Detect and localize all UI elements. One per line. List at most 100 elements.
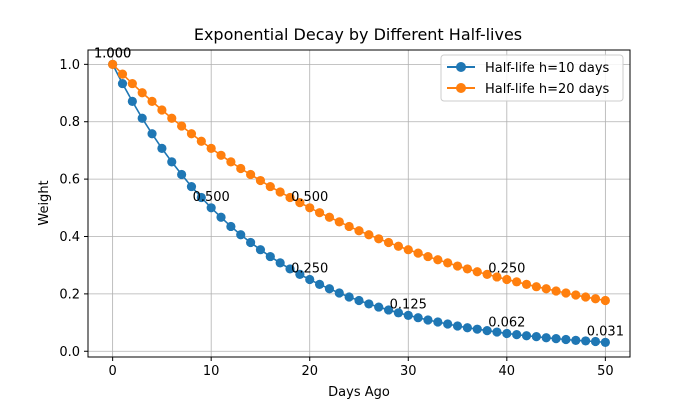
data-point [354, 295, 364, 306]
point-annotation: 0.500 [291, 190, 328, 205]
point-annotation: 0.125 [390, 297, 427, 312]
data-point [255, 175, 266, 186]
x-tick-label: 20 [301, 364, 318, 379]
data-point [561, 288, 571, 298]
data-point [265, 251, 275, 262]
data-point [216, 212, 226, 222]
data-point [413, 313, 423, 323]
data-point [246, 169, 256, 180]
data-point [147, 96, 157, 106]
data-point [502, 328, 512, 339]
data-point [226, 157, 236, 167]
data-point [581, 336, 591, 346]
data-point [561, 334, 571, 345]
data-point [393, 241, 404, 251]
data-point [206, 143, 216, 154]
legend-label-h20: Half-life h=20 days [485, 82, 610, 97]
data-point [186, 129, 197, 139]
data-point [443, 258, 453, 268]
data-point [167, 157, 177, 167]
data-point [344, 221, 354, 232]
data-point [590, 336, 601, 347]
data-point [482, 326, 492, 336]
data-point [305, 203, 315, 213]
data-point [403, 245, 413, 255]
series-1 [108, 59, 610, 306]
data-point [600, 295, 610, 306]
data-point [600, 337, 610, 347]
x-tick-label: 10 [203, 364, 220, 379]
data-point [157, 105, 167, 115]
data-point [364, 230, 374, 240]
data-point [521, 331, 532, 341]
data-point [590, 294, 601, 304]
data-point [196, 136, 206, 146]
data-point [472, 324, 482, 334]
legend: Half-life h=10 days Half-life h=20 days [440, 54, 624, 102]
y-tick-label: 0.0 [59, 345, 80, 360]
data-point [137, 113, 147, 123]
data-point [334, 288, 344, 298]
data-point [462, 264, 472, 274]
series-layer [108, 59, 610, 347]
data-point [334, 217, 344, 227]
data-point [186, 181, 197, 192]
data-point [177, 169, 187, 180]
data-point [305, 274, 315, 285]
data-point [571, 335, 581, 345]
x-tick-label: 40 [499, 364, 516, 379]
point-annotation: 0.062 [488, 315, 525, 330]
data-point [127, 78, 137, 89]
data-point [452, 261, 463, 271]
data-point [383, 237, 394, 248]
data-point [275, 187, 285, 197]
data-point [492, 272, 502, 282]
data-point [117, 78, 128, 89]
chart-title: Exponential Decay by Different Half-live… [194, 25, 522, 44]
data-point [423, 251, 433, 262]
data-point [541, 284, 551, 294]
x-tick-label: 50 [597, 364, 614, 379]
data-point [452, 321, 463, 331]
data-point [206, 203, 216, 213]
data-point [551, 334, 561, 344]
data-point [265, 181, 275, 192]
data-point [127, 96, 137, 106]
point-annotation: 0.250 [488, 262, 525, 277]
y-tick-label: 0.4 [59, 230, 80, 245]
data-point [443, 319, 453, 329]
y-axis-title: Weight [37, 180, 52, 225]
y-tick-label: 0.8 [59, 115, 80, 130]
data-point [551, 286, 561, 296]
data-point [581, 292, 591, 302]
data-point [492, 327, 502, 337]
y-tick-label: 1.0 [59, 58, 80, 73]
data-point [482, 269, 492, 279]
data-point [236, 163, 246, 174]
data-point [344, 292, 354, 302]
data-point [196, 192, 206, 203]
data-point [285, 264, 295, 274]
data-point [374, 234, 384, 244]
data-point [502, 274, 512, 285]
point-annotation: 0.031 [587, 324, 624, 339]
data-point [571, 290, 581, 300]
y-tick-label: 0.6 [59, 173, 80, 188]
data-point [462, 323, 472, 333]
series-0 [108, 59, 610, 347]
legend-label-h10: Half-life h=10 days [485, 61, 610, 76]
data-point [275, 258, 285, 268]
legend-marker-h10 [456, 62, 466, 72]
data-point [216, 150, 226, 160]
data-point [354, 226, 364, 236]
data-point [314, 279, 325, 290]
data-point [108, 59, 118, 69]
data-point [433, 317, 443, 327]
x-axis-title: Days Ago [328, 385, 390, 400]
data-point [295, 269, 305, 279]
data-point [137, 88, 147, 98]
data-point [512, 330, 522, 340]
data-point [531, 332, 541, 342]
x-tick-label: 0 [108, 364, 116, 379]
